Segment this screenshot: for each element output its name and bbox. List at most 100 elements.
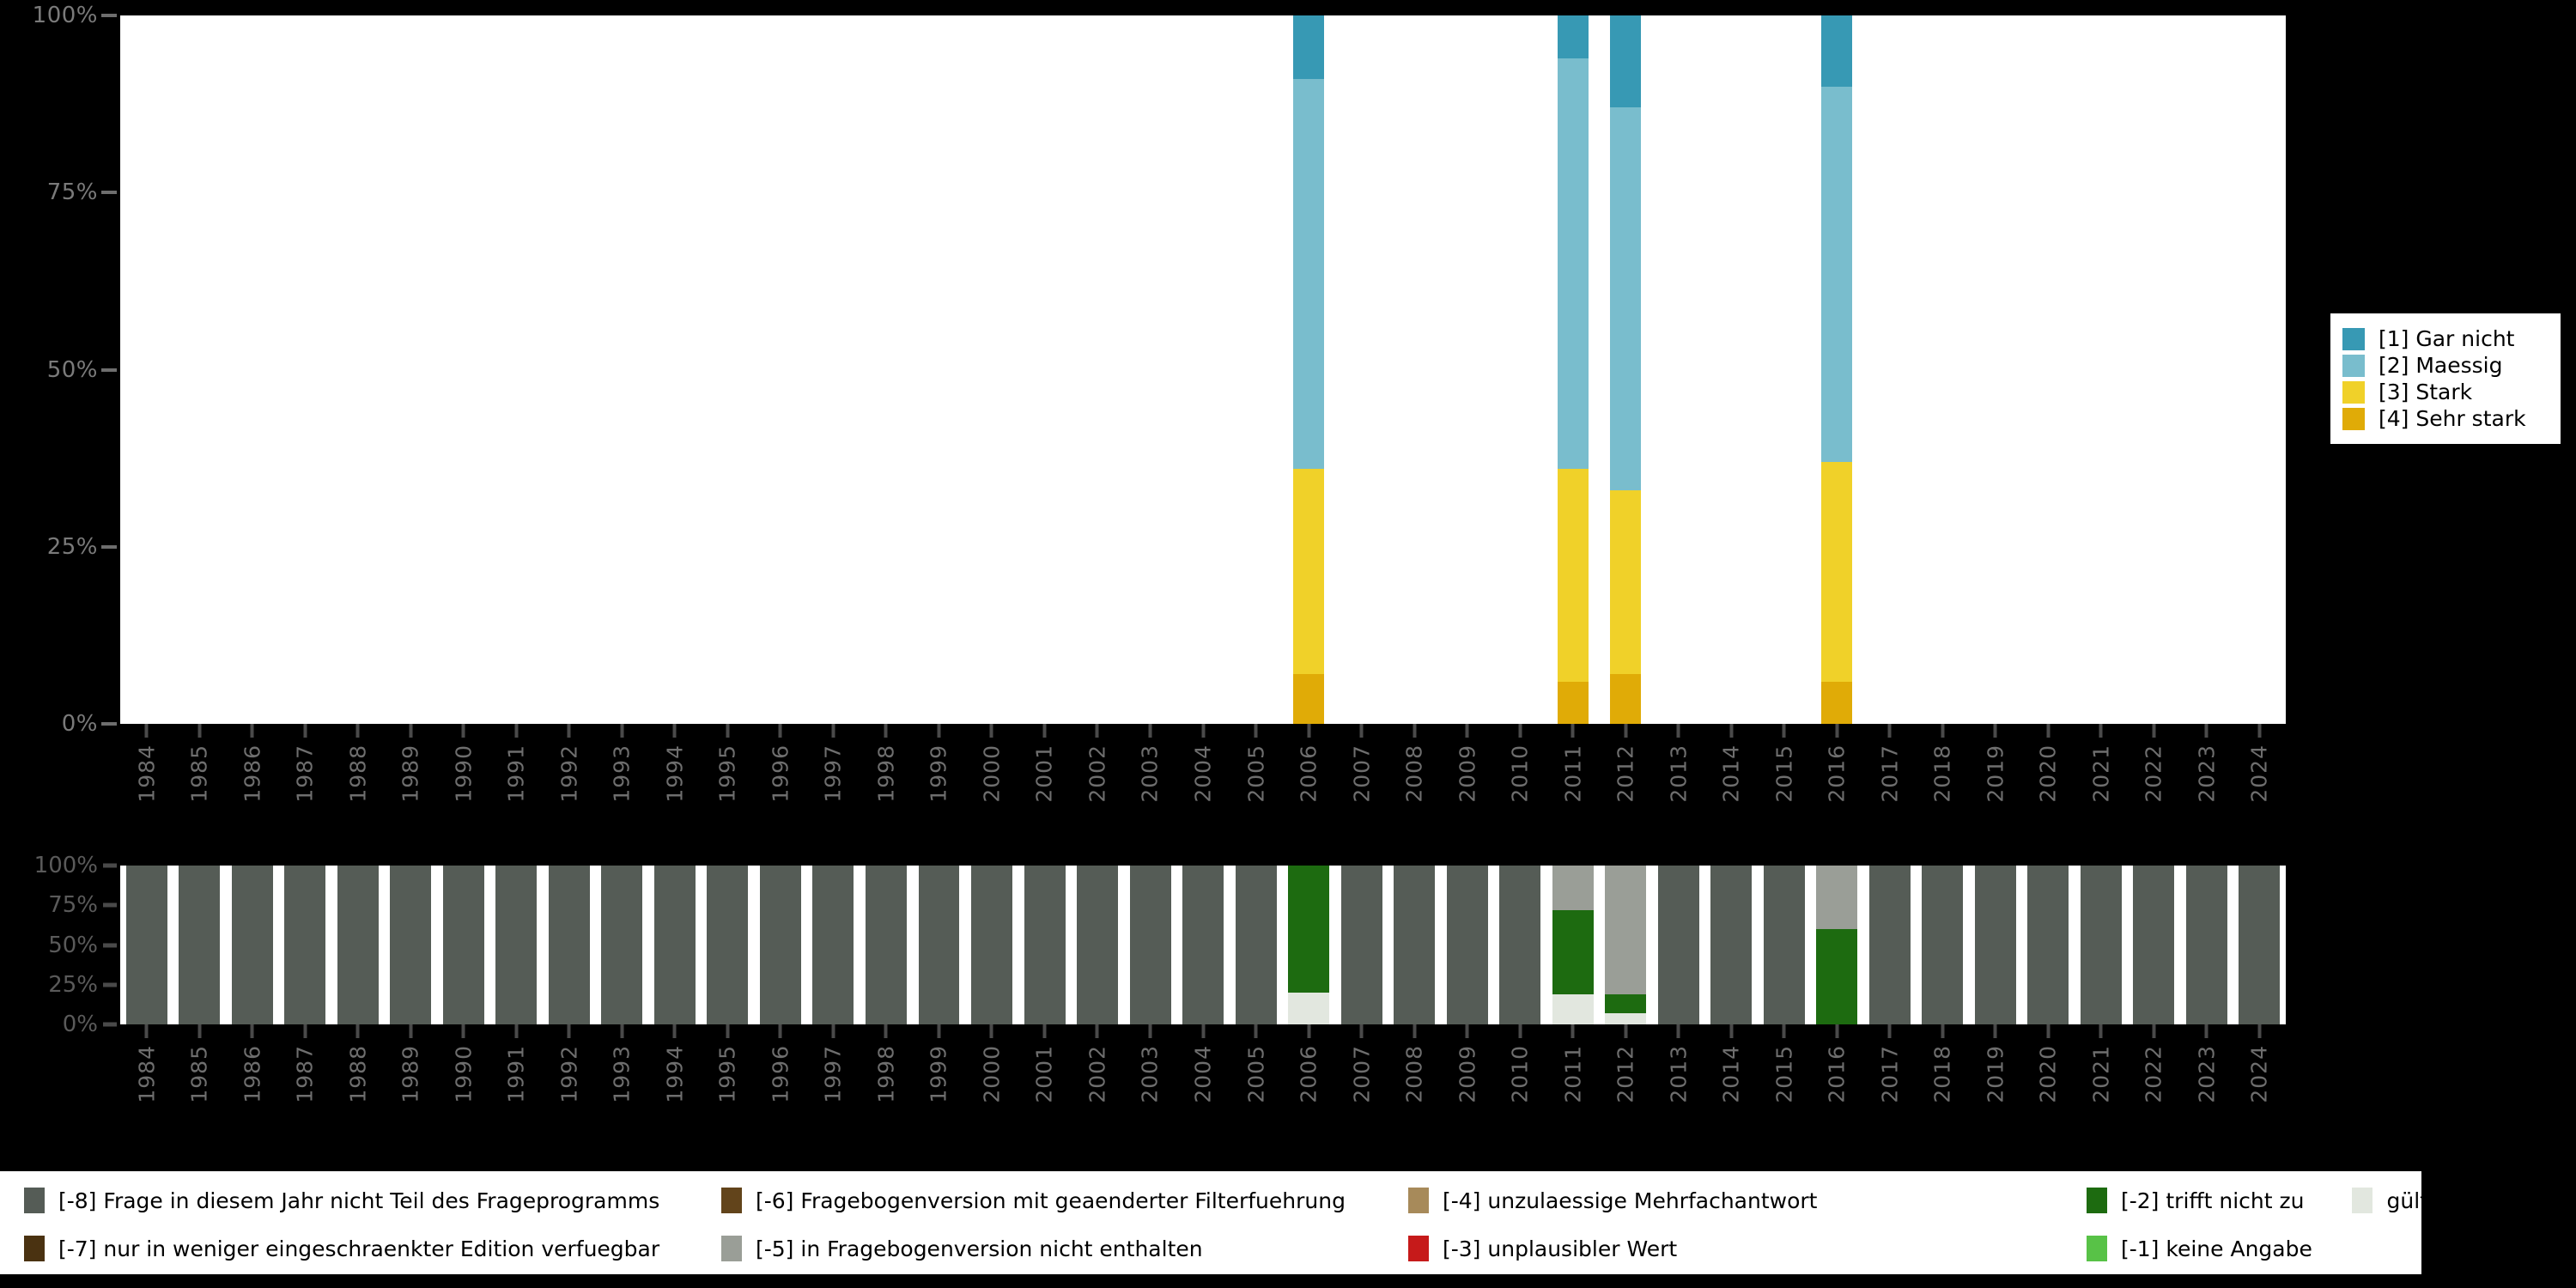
bar-segment[interactable]: [1557, 58, 1589, 469]
lower-bar-slot[interactable]: [1176, 866, 1230, 1024]
legend-item[interactable]: [-4] unzulaessige Mehrfachantwort: [1408, 1176, 2087, 1224]
bar-segment[interactable]: [1293, 469, 1324, 675]
bar-segment[interactable]: [2185, 866, 2227, 1024]
main-bar-slot[interactable]: [1863, 15, 1917, 724]
main-bar-slot[interactable]: [1441, 15, 1494, 724]
lower-bar-slot[interactable]: [913, 866, 966, 1024]
main-bar-slot[interactable]: [1388, 15, 1441, 724]
lower-bar-slot[interactable]: [1969, 866, 2022, 1024]
lower-bar-slot[interactable]: [226, 866, 279, 1024]
bar-segment[interactable]: [1293, 79, 1324, 469]
bar-segment[interactable]: [2080, 866, 2122, 1024]
stacked-bar[interactable]: [1974, 866, 2016, 1024]
bar-segment[interactable]: [1340, 866, 1382, 1024]
stacked-bar[interactable]: [337, 866, 379, 1024]
main-bar-slot[interactable]: [1124, 15, 1177, 724]
bar-segment[interactable]: [442, 866, 484, 1024]
bar-segment[interactable]: [1821, 15, 1853, 87]
lower-bar-slot[interactable]: [1230, 866, 1283, 1024]
lower-bar-slot[interactable]: [543, 866, 596, 1024]
bar-segment[interactable]: [1293, 15, 1324, 80]
bar-segment[interactable]: [1293, 674, 1324, 724]
lower-bar-slot[interactable]: [1441, 866, 1494, 1024]
bar-segment[interactable]: [759, 866, 801, 1024]
main-bar-slot[interactable]: [1758, 15, 1811, 724]
stacked-bar[interactable]: [1763, 866, 1805, 1024]
main-bar-slot[interactable]: [2022, 15, 2075, 724]
lower-bar-slot[interactable]: [2075, 866, 2128, 1024]
bar-segment[interactable]: [1129, 866, 1171, 1024]
bar-segment[interactable]: [231, 866, 273, 1024]
main-bar-slot[interactable]: [490, 15, 544, 724]
main-bar-slot[interactable]: [331, 15, 385, 724]
stacked-bar[interactable]: [1394, 866, 1436, 1024]
stacked-bar[interactable]: [548, 866, 590, 1024]
bar-segment[interactable]: [1557, 681, 1589, 724]
stacked-bar[interactable]: [1235, 866, 1277, 1024]
main-bar-slot[interactable]: [1811, 15, 1864, 724]
main-bar-slot[interactable]: [120, 15, 173, 724]
stacked-bar[interactable]: [1821, 15, 1853, 724]
main-bar-slot[interactable]: [1704, 15, 1758, 724]
main-bar-slot[interactable]: [702, 15, 755, 724]
stacked-bar[interactable]: [971, 866, 1012, 1024]
bar-segment[interactable]: [1710, 866, 1753, 1024]
stacked-bar[interactable]: [231, 866, 273, 1024]
stacked-bar[interactable]: [1710, 866, 1753, 1024]
stacked-bar[interactable]: [1922, 866, 1964, 1024]
stacked-bar[interactable]: [125, 866, 167, 1024]
lower-bar-slot[interactable]: [2233, 866, 2287, 1024]
legend-item[interactable]: [-7] nur in weniger eingeschraenkter Edi…: [0, 1224, 721, 1273]
bar-segment[interactable]: [1657, 866, 1699, 1024]
bar-segment[interactable]: [1610, 674, 1642, 724]
stacked-bar[interactable]: [1816, 866, 1858, 1024]
bar-segment[interactable]: [1610, 107, 1642, 490]
bar-segment[interactable]: [2239, 866, 2281, 1024]
lower-bar-slot[interactable]: [1388, 866, 1441, 1024]
legend-item[interactable]: [2] Maessig: [2342, 352, 2550, 379]
lower-bar-slot[interactable]: [120, 866, 173, 1024]
main-bar-slot[interactable]: [1230, 15, 1283, 724]
stacked-bar[interactable]: [442, 866, 484, 1024]
bar-segment[interactable]: [2133, 866, 2175, 1024]
main-bar-slot[interactable]: [1176, 15, 1230, 724]
legend-item[interactable]: [-3] unplausibler Wert: [1408, 1224, 2087, 1273]
main-bar-slot[interactable]: [596, 15, 649, 724]
main-bar-slot[interactable]: [1335, 15, 1388, 724]
lower-bar-slot[interactable]: [1018, 866, 1072, 1024]
lower-bar-slot[interactable]: [965, 866, 1018, 1024]
main-bar-slot[interactable]: [2180, 15, 2233, 724]
main-bar-slot[interactable]: [1599, 15, 1652, 724]
lower-bar-slot[interactable]: [1282, 866, 1335, 1024]
stacked-bar[interactable]: [495, 866, 538, 1024]
bar-segment[interactable]: [1922, 866, 1964, 1024]
bar-segment[interactable]: [1446, 866, 1488, 1024]
bar-segment[interactable]: [337, 866, 379, 1024]
lower-bar-slot[interactable]: [2180, 866, 2233, 1024]
main-bar-slot[interactable]: [437, 15, 490, 724]
main-bar-slot[interactable]: [860, 15, 913, 724]
stacked-bar[interactable]: [1293, 15, 1324, 724]
bar-segment[interactable]: [390, 866, 432, 1024]
bar-segment[interactable]: [284, 866, 326, 1024]
bar-segment[interactable]: [495, 866, 538, 1024]
lower-bar-slot[interactable]: [1758, 866, 1811, 1024]
lower-bar-slot[interactable]: [596, 866, 649, 1024]
stacked-bar[interactable]: [759, 866, 801, 1024]
lower-bar-slot[interactable]: [648, 866, 702, 1024]
stacked-bar[interactable]: [707, 866, 749, 1024]
stacked-bar[interactable]: [601, 866, 643, 1024]
lower-bar-slot[interactable]: [1704, 866, 1758, 1024]
lower-bar-slot[interactable]: [860, 866, 913, 1024]
bar-segment[interactable]: [1605, 866, 1647, 994]
lower-bar-slot[interactable]: [1599, 866, 1652, 1024]
lower-bar-slot[interactable]: [1811, 866, 1864, 1024]
bar-segment[interactable]: [1552, 909, 1594, 994]
bar-segment[interactable]: [1235, 866, 1277, 1024]
stacked-bar[interactable]: [2080, 866, 2122, 1024]
stacked-bar[interactable]: [812, 866, 854, 1024]
legend-item[interactable]: [3] Stark: [2342, 379, 2550, 405]
bar-segment[interactable]: [548, 866, 590, 1024]
bar-segment[interactable]: [1868, 866, 1911, 1024]
stacked-bar[interactable]: [1077, 866, 1119, 1024]
